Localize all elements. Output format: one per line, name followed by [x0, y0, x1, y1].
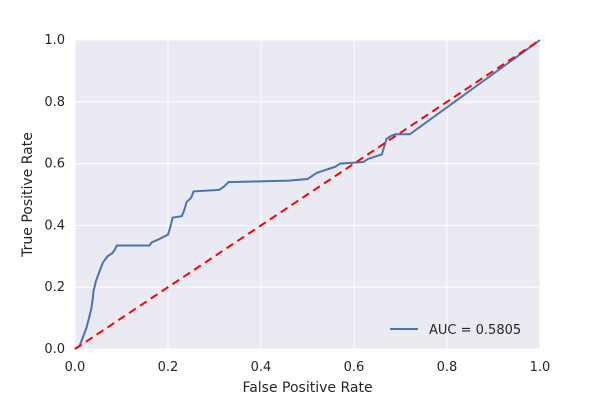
y-tick-label: 0.4	[44, 218, 65, 233]
y-tick-label: 0.8	[44, 95, 65, 110]
y-tick-label: 0.0	[44, 342, 65, 357]
roc-curve-line	[74, 39, 541, 350]
x-tick-label: 0.2	[158, 360, 179, 375]
series-layer	[74, 39, 541, 350]
legend-label: AUC = 0.5805	[429, 323, 521, 338]
tick-layer: 0.0 0.2 0.4 0.6 0.8 1.0 0.0 0.2 0.4 0.6 0.8 1.0	[44, 33, 550, 375]
y-axis-label: True Positive Rate	[20, 132, 36, 258]
x-tick-label: 0.0	[65, 360, 86, 375]
y-tick-label: 0.6	[44, 157, 65, 172]
x-tick-label: 0.6	[344, 360, 365, 375]
x-tick-label: 0.4	[251, 360, 272, 375]
legend: AUC = 0.5805	[390, 323, 521, 338]
x-axis-label: False Positive Rate	[242, 380, 372, 396]
x-tick-label: 1.0	[530, 360, 551, 375]
y-tick-label: 1.0	[44, 33, 65, 48]
x-tick-label: 0.8	[437, 360, 458, 375]
grid-layer	[74, 39, 541, 350]
y-tick-label: 0.2	[44, 280, 65, 295]
reference-diagonal-line	[74, 39, 541, 350]
